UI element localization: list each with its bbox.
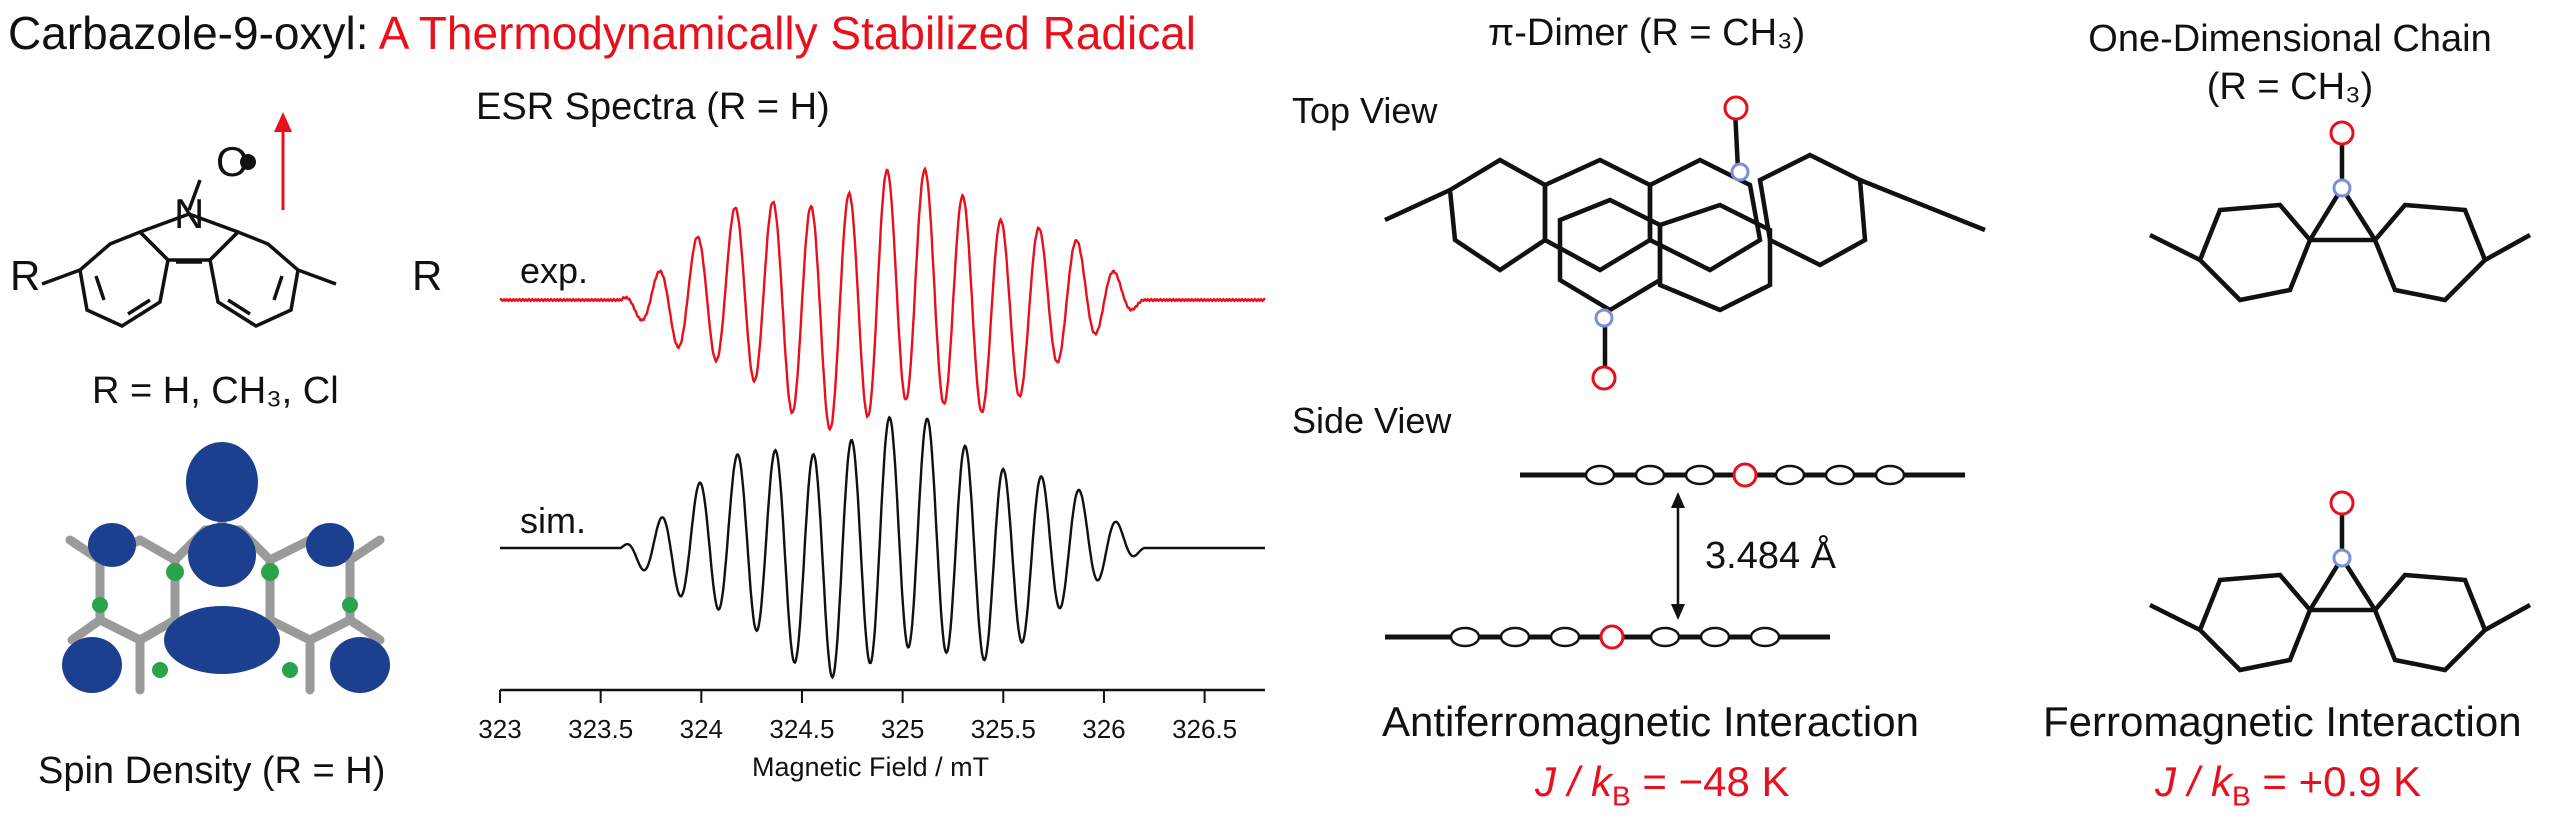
figure-title: Carbazole-9-oxyl: A Thermodynamically St… <box>8 6 1196 60</box>
chain-title-line2: (R = CH₃) <box>2206 66 2374 108</box>
antiferro-j-value: J / kB = −48 K <box>1535 758 1790 812</box>
r-right-label: R <box>412 252 443 299</box>
dimer-title: π-Dimer (R = CH₃) <box>1488 12 1806 54</box>
x-tick-label: 323 <box>478 714 521 744</box>
x-tick-label: 326 <box>1082 714 1125 744</box>
esr-title: ESR Spectra (R = H) <box>476 86 830 128</box>
top-view-label: Top View <box>1292 90 1438 131</box>
dimer-side-view <box>1385 462 1965 650</box>
chain-nitrogen-top <box>2332 178 2352 198</box>
radical-dot <box>240 154 256 170</box>
chain-oxygen-bottom <box>2329 490 2355 516</box>
x-tick-label: 324.5 <box>769 714 834 744</box>
ferro-j-value: J / kB = +0.9 K <box>2155 758 2421 812</box>
antiferro-label: Antiferromagnetic Interaction <box>1382 698 1919 745</box>
structure-caption: R = H, CH₃, Cl <box>92 370 339 412</box>
title-highlight: A Thermodynamically Stabilized Radical <box>378 7 1197 59</box>
ferro-label: Ferromagnetic Interaction <box>2043 698 2522 745</box>
j-rest: = −48 K <box>1630 758 1790 805</box>
x-tick-label: 324 <box>680 714 723 744</box>
chain-molecule-bottom <box>2148 508 2532 673</box>
dimer-top-view <box>1384 109 1986 375</box>
spin-arrow-head <box>274 112 292 132</box>
j-symbol: J / k <box>2155 758 2233 805</box>
x-tick-label: 323.5 <box>568 714 633 744</box>
esr-chart: 323 323.5 324 324.5 325 325.5 326 326.5 <box>478 166 1266 744</box>
side-view-label: Side View <box>1292 400 1452 441</box>
esr-exp-trace <box>499 166 1266 432</box>
j-subscript: B <box>1612 780 1631 812</box>
x-tick-label: 325.5 <box>971 714 1036 744</box>
chain-title-line1: One-Dimensional Chain <box>2088 18 2492 60</box>
r-left-label: R <box>10 252 41 299</box>
carbazole-structure <box>41 179 337 328</box>
dimer-top-view-atoms <box>1591 95 1750 391</box>
esr-x-ticks: 323 323.5 324 324.5 325 325.5 326 326.5 <box>478 690 1237 744</box>
x-tick-label: 326.5 <box>1172 714 1237 744</box>
esr-sim-trace <box>500 415 1265 680</box>
distance-label: 3.484 Å <box>1705 535 1836 577</box>
j-subscript: B <box>2232 780 2251 812</box>
title-prefix: Carbazole-9-oxyl: <box>8 7 379 59</box>
chain-nitrogen-bottom <box>2332 548 2352 568</box>
j-rest: = +0.9 K <box>2250 758 2422 805</box>
j-symbol: J / k <box>1535 758 1613 805</box>
chain-molecule-top <box>2148 138 2532 303</box>
x-tick-label: 325 <box>881 714 924 744</box>
nitrogen-label: N <box>174 190 205 237</box>
chain-oxygen-top <box>2329 120 2355 146</box>
esr-x-label: Magnetic Field / mT <box>752 752 990 782</box>
spin-density-caption: Spin Density (R = H) <box>38 750 386 792</box>
esr-sim-label: sim. <box>520 500 586 541</box>
esr-exp-label: exp. <box>520 250 589 291</box>
spin-density-image <box>62 442 390 695</box>
oxygen-label: O <box>216 138 249 185</box>
